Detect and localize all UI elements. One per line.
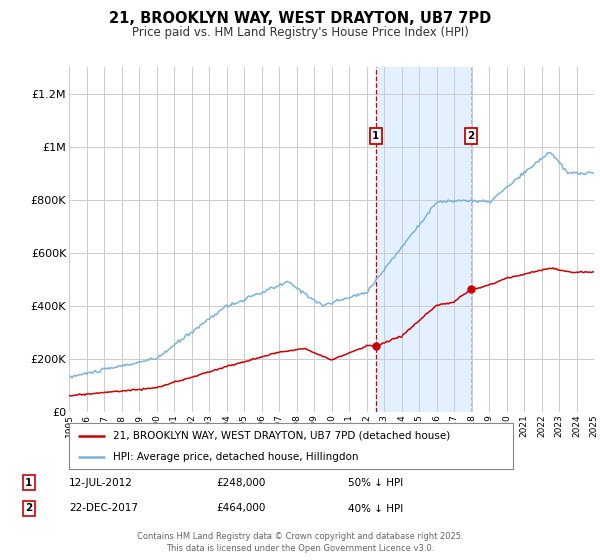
Text: 1: 1: [372, 131, 379, 141]
Text: 12-JUL-2012: 12-JUL-2012: [69, 478, 133, 488]
Text: Price paid vs. HM Land Registry's House Price Index (HPI): Price paid vs. HM Land Registry's House …: [131, 26, 469, 39]
Text: 50% ↓ HPI: 50% ↓ HPI: [348, 478, 403, 488]
Text: 40% ↓ HPI: 40% ↓ HPI: [348, 503, 403, 514]
Text: 2: 2: [467, 131, 475, 141]
Text: 2: 2: [25, 503, 32, 514]
Text: £248,000: £248,000: [216, 478, 265, 488]
Text: £464,000: £464,000: [216, 503, 265, 514]
Text: 1: 1: [25, 478, 32, 488]
Text: 21, BROOKLYN WAY, WEST DRAYTON, UB7 7PD: 21, BROOKLYN WAY, WEST DRAYTON, UB7 7PD: [109, 11, 491, 26]
Text: 21, BROOKLYN WAY, WEST DRAYTON, UB7 7PD (detached house): 21, BROOKLYN WAY, WEST DRAYTON, UB7 7PD …: [113, 431, 451, 441]
Text: HPI: Average price, detached house, Hillingdon: HPI: Average price, detached house, Hill…: [113, 452, 359, 462]
Text: Contains HM Land Registry data © Crown copyright and database right 2025.
This d: Contains HM Land Registry data © Crown c…: [137, 533, 463, 553]
Text: 22-DEC-2017: 22-DEC-2017: [69, 503, 138, 514]
Bar: [376, 67, 471, 412]
